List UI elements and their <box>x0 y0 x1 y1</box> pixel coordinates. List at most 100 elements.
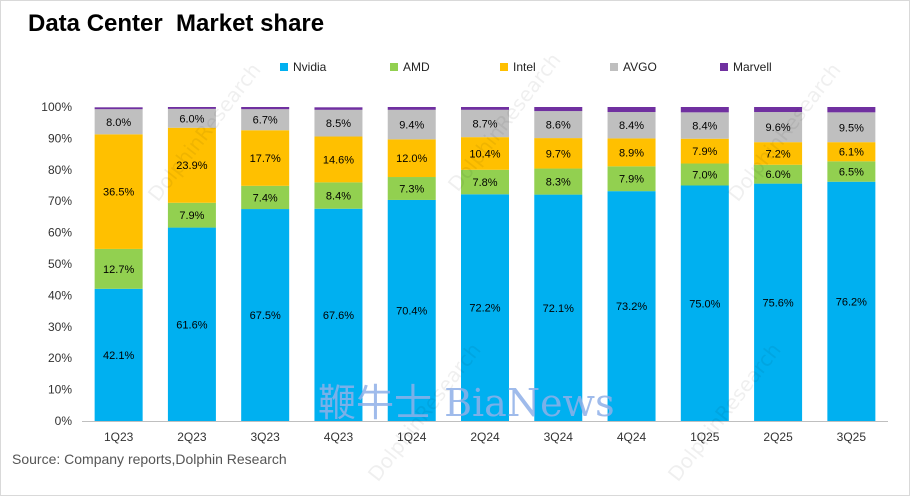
legend-item-avgo: AVGO <box>610 59 720 75</box>
data-label: 8.4% <box>619 120 644 132</box>
bar-intel-1q24 <box>387 139 436 178</box>
bar-marvell-2q25 <box>754 107 803 113</box>
bar-amd-4q23 <box>314 182 363 209</box>
data-label: 7.9% <box>179 210 204 222</box>
data-label: 9.7% <box>546 148 571 160</box>
data-label: 12.7% <box>103 264 134 276</box>
y-tick-label: 90% <box>48 131 72 145</box>
data-label: 7.4% <box>253 192 278 204</box>
data-label: 7.3% <box>399 183 424 195</box>
bar-amd-4q24 <box>607 166 656 192</box>
data-label: 9.4% <box>399 120 424 132</box>
legend-swatch <box>280 63 288 71</box>
legend-swatch <box>610 63 618 71</box>
data-label: 8.4% <box>326 191 351 203</box>
bar-intel-4q23 <box>314 136 363 183</box>
data-label: 75.6% <box>762 297 793 309</box>
data-label: 7.2% <box>766 148 791 160</box>
data-label: 10.4% <box>469 148 500 160</box>
data-label: 17.7% <box>250 153 281 165</box>
bar-nvidia-2q23 <box>167 227 216 421</box>
bar-nvidia-4q24 <box>607 191 656 421</box>
data-label: 7.8% <box>472 177 497 189</box>
bar-nvidia-1q25 <box>680 185 729 421</box>
bar-intel-3q25 <box>827 142 876 162</box>
bar-nvidia-1q23 <box>94 288 143 421</box>
bar-amd-2q24 <box>461 169 509 195</box>
data-label: 75.0% <box>689 298 720 310</box>
bar-amd-1q23 <box>94 248 143 289</box>
bar-marvell-3q25 <box>827 107 876 113</box>
bar-marvell-1q23 <box>94 107 143 110</box>
data-label: 8.0% <box>106 117 131 129</box>
y-tick-label: 40% <box>48 288 72 302</box>
data-label: 6.0% <box>766 169 791 181</box>
bar-marvell-4q24 <box>607 107 656 113</box>
legend-item-marvell: Marvell <box>720 59 830 75</box>
bar-amd-3q24 <box>534 168 583 195</box>
bar-avgo-2q23 <box>167 108 216 128</box>
data-label: 6.7% <box>253 115 278 127</box>
legend-label: Marvell <box>733 60 772 74</box>
x-tick-label: 1Q24 <box>397 430 427 444</box>
y-tick-label: 80% <box>48 163 72 177</box>
bar-marvell-3q24 <box>534 107 583 112</box>
bar-amd-1q25 <box>680 163 729 186</box>
y-tick-label: 20% <box>48 351 72 365</box>
data-label: 6.5% <box>839 167 864 179</box>
legend-label: AVGO <box>623 60 657 74</box>
data-label: 67.6% <box>323 310 354 322</box>
bar-marvell-3q23 <box>241 107 290 110</box>
bar-nvidia-1q24 <box>387 199 436 421</box>
bianews-watermark: 鞭牛士 BiaNews <box>318 381 615 425</box>
bar-avgo-3q24 <box>534 111 583 139</box>
bar-avgo-1q23 <box>94 109 143 135</box>
data-label: 8.9% <box>619 147 644 159</box>
bar-nvidia-3q25 <box>827 181 876 421</box>
bar-intel-1q25 <box>680 138 729 164</box>
bar-marvell-2q23 <box>167 107 216 109</box>
legend-item-amd: AMD <box>390 59 500 75</box>
legend-swatch <box>390 63 398 71</box>
bar-intel-2q24 <box>461 137 509 170</box>
bar-marvell-2q24 <box>461 107 509 110</box>
bar-intel-4q24 <box>607 138 656 167</box>
data-label: 42.1% <box>103 350 134 362</box>
bar-amd-1q24 <box>387 177 436 200</box>
data-label: 14.6% <box>323 154 354 166</box>
data-label: 9.5% <box>839 122 864 134</box>
y-tick-label: 0% <box>55 414 73 428</box>
legend: Nvidia AMD Intel AVGO Marvell <box>280 59 830 75</box>
data-label: 72.2% <box>469 303 500 315</box>
chart-title: Data Center Market share <box>28 10 325 37</box>
y-tick-label: 60% <box>48 226 72 240</box>
bar-intel-3q23 <box>241 130 290 186</box>
bar-nvidia-3q23 <box>241 209 290 421</box>
data-label: 6.0% <box>179 113 204 125</box>
source-note: Source: Company reports,Dolphin Research <box>12 451 287 467</box>
x-tick-label: 3Q25 <box>837 430 867 444</box>
bar-intel-2q25 <box>754 142 803 165</box>
bar-nvidia-2q25 <box>754 183 803 421</box>
data-label: 8.7% <box>472 118 497 130</box>
legend-label: Intel <box>513 60 536 74</box>
bar-marvell-4q23 <box>314 107 363 110</box>
bar-avgo-4q23 <box>314 109 363 137</box>
y-tick-label: 100% <box>41 100 72 114</box>
data-label: 8.6% <box>546 120 571 132</box>
data-label: 67.5% <box>250 310 281 322</box>
bar-nvidia-4q23 <box>314 208 363 421</box>
legend-label: Nvidia <box>293 60 327 74</box>
bar-amd-2q25 <box>754 164 803 184</box>
x-tick-label: 3Q23 <box>251 430 281 444</box>
legend-label: AMD <box>403 60 430 74</box>
bar-intel-1q23 <box>94 134 143 249</box>
bar-intel-3q24 <box>534 138 583 169</box>
data-label: 73.2% <box>616 301 647 313</box>
bar-intel-2q23 <box>167 127 216 203</box>
bar-avgo-3q23 <box>241 109 290 131</box>
legend-item-intel: Intel <box>500 59 610 75</box>
bar-avgo-1q25 <box>680 112 729 139</box>
legend-swatch <box>720 63 728 71</box>
bar-nvidia-2q24 <box>461 194 509 421</box>
